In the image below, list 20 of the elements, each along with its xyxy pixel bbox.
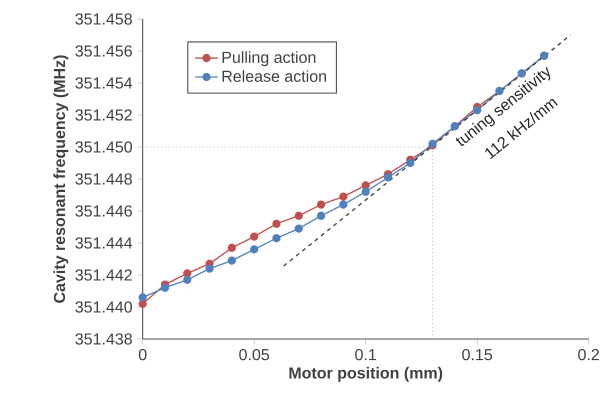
y-tick-label: 351.440	[75, 301, 132, 313]
y-tick-label: 351.454	[75, 77, 132, 89]
y-tick-label: 351.450	[75, 141, 132, 153]
x-tick-label: 0	[138, 348, 147, 360]
y-axis-title: Cavity resonant frequency (MHz)	[53, 55, 68, 303]
x-tick-label: 0.2	[578, 348, 599, 360]
y-tick-label: 351.446	[75, 205, 132, 217]
x-tick-label: 0.1	[355, 348, 376, 360]
y-tick-label: 351.442	[75, 269, 132, 281]
legend-label: Pulling action	[222, 51, 316, 66]
x-tick-label: 0.05	[239, 348, 270, 360]
y-tick-label: 351.452	[75, 109, 132, 121]
y-tick-label: 351.458	[75, 13, 132, 25]
legend-label: Release action	[222, 70, 326, 82]
y-tick-label: 351.444	[75, 237, 132, 249]
y-tick-label: 351.456	[75, 45, 132, 57]
x-axis-title: Motor position (mm)	[289, 366, 442, 382]
y-tick-label: 351.438	[75, 333, 132, 345]
x-tick-label: 0.15	[462, 348, 492, 360]
y-tick-label: 351.448	[75, 173, 132, 185]
